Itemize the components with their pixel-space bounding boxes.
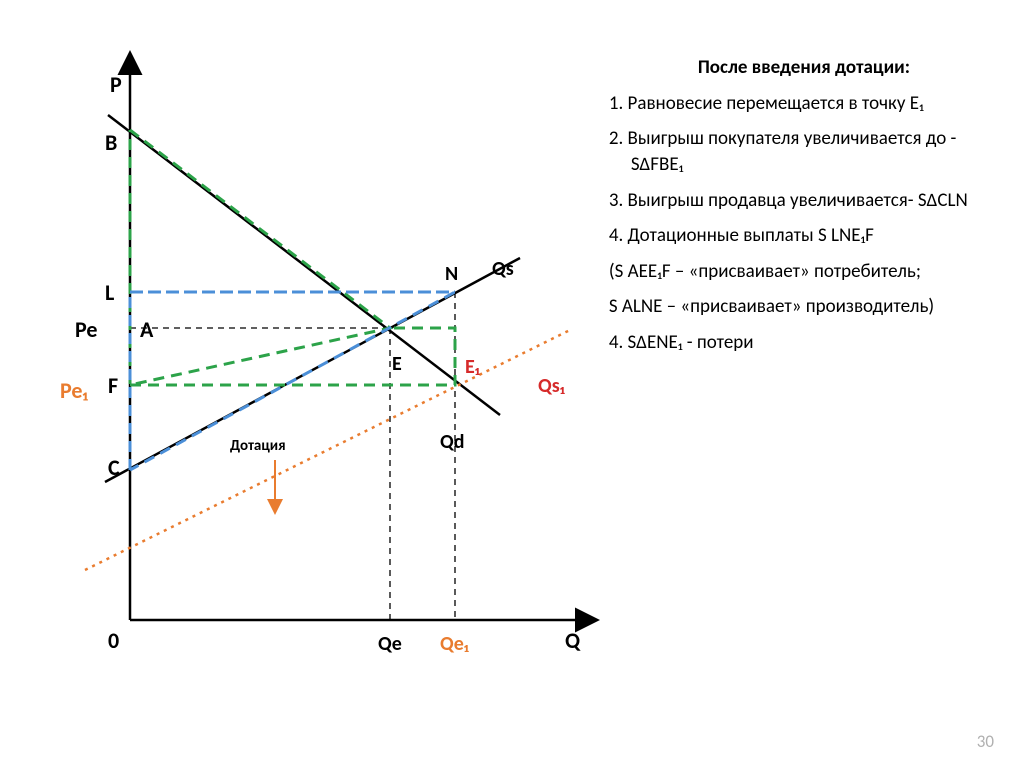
explanation-header: После введения дотации:: [609, 55, 999, 81]
explanation-item: 4. Дотационные выплаты S LNE₁F: [609, 223, 999, 249]
svg-text:Qs₁: Qs₁: [538, 374, 565, 398]
svg-text:Q: Q: [565, 627, 581, 654]
svg-text:A: A: [140, 316, 154, 343]
svg-text:B: B: [105, 129, 117, 156]
svg-text:E₁: E₁: [465, 355, 480, 379]
svg-text:F: F: [108, 372, 118, 399]
svg-text:Qe₁: Qe₁: [440, 632, 469, 656]
svg-text:Qd: Qd: [440, 430, 464, 454]
explanation-item: 1. Равновесие перемещается в точку E₁: [609, 91, 999, 117]
svg-text:L: L: [105, 279, 114, 306]
explanation-item: 4. S∆ENE₁ - потери: [609, 330, 999, 356]
svg-text:Pe: Pe: [75, 316, 97, 343]
explanation-list: 1. Равновесие перемещается в точку E₁ 2.…: [609, 91, 999, 356]
chart-area: P Q 0 B LA Pe F Pe₁ C N E E₁ Qs Qs₁ Qd Qe Qe₁ Дотация: [0, 0, 599, 767]
svg-text:N: N: [445, 262, 458, 286]
svg-text:Qe: Qe: [378, 632, 402, 656]
svg-text:E: E: [392, 352, 402, 376]
explanation-subitem: S ALNE – «присваивает» производитель): [609, 294, 999, 320]
explanation-item: 3. Выигрыш продавца увеличивается- S∆CLN: [609, 188, 999, 214]
svg-text:P: P: [110, 71, 122, 98]
explanation-panel: После введения дотации: 1. Равновесие пе…: [599, 0, 1024, 767]
explanation-item: 2. Выигрыш покупателя увеличивается до -…: [609, 126, 999, 177]
slide-number: 30: [977, 731, 994, 752]
explanation-subitem: (S AEE₁F – «присваивает» потребитель;: [609, 259, 999, 285]
supply-demand-diagram: P Q 0 B LA Pe F Pe₁ C N E E₁ Qs Qs₁ Qd Qe Qe₁ Дотация: [0, 0, 620, 767]
svg-text:0: 0: [108, 627, 119, 654]
svg-text:Pe₁: Pe₁: [60, 377, 88, 404]
svg-text:Qs: Qs: [492, 257, 514, 281]
svg-text:Дотация: Дотация: [230, 437, 286, 455]
svg-text:C: C: [108, 454, 120, 481]
